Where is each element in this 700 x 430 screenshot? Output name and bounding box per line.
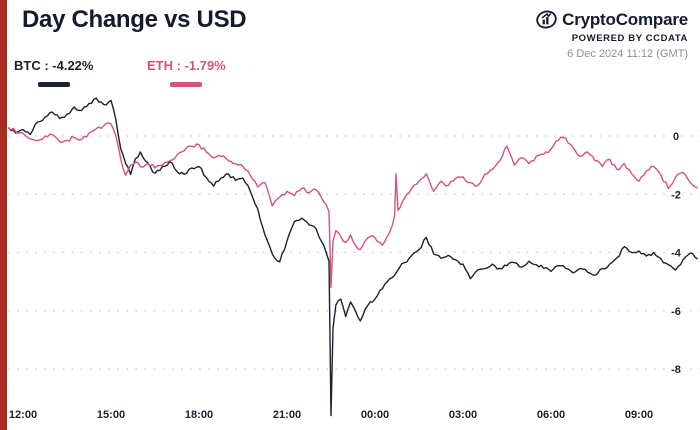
legend-swatch-eth <box>170 82 203 87</box>
legend-item-eth: ETH : -1.79% <box>147 57 226 87</box>
chart-timestamp: 6 Dec 2024 11:12 (GMT) <box>567 48 688 60</box>
powered-by-label: POWERED BY CCDATA <box>571 33 688 44</box>
left-accent-bar <box>0 0 7 430</box>
page-title: Day Change vs USD <box>22 6 247 33</box>
brand-name: CryptoCompare <box>562 9 688 29</box>
y-axis-tick-label: -6 <box>671 306 681 318</box>
cryptocompare-logo-icon <box>535 8 558 31</box>
x-axis-tick-label: 21:00 <box>273 409 301 421</box>
legend-label-btc: BTC : -4.22% <box>14 58 94 73</box>
x-axis-tick-label: 00:00 <box>361 409 389 421</box>
x-axis-tick-label: 18:00 <box>185 409 213 421</box>
y-axis-tick-label: -4 <box>671 248 682 260</box>
x-axis-tick-label: 12:00 <box>9 409 37 421</box>
y-axis-tick-label: -2 <box>671 189 681 201</box>
x-axis-tick-label: 06:00 <box>537 409 565 421</box>
brand-box: CryptoCompare POWERED BY CCDATA 6 Dec 20… <box>535 8 688 60</box>
y-axis-tick-label: -8 <box>671 364 681 376</box>
x-axis-tick-label: 09:00 <box>625 409 653 421</box>
x-axis-tick-label: 03:00 <box>449 409 477 421</box>
y-axis-tick-label: 0 <box>673 131 679 143</box>
x-axis-tick-label: 15:00 <box>97 409 125 421</box>
legend-item-btc: BTC : -4.22% <box>14 57 93 87</box>
legend-label-eth: ETH : -1.79% <box>147 58 226 73</box>
legend-swatch-btc <box>37 82 70 87</box>
